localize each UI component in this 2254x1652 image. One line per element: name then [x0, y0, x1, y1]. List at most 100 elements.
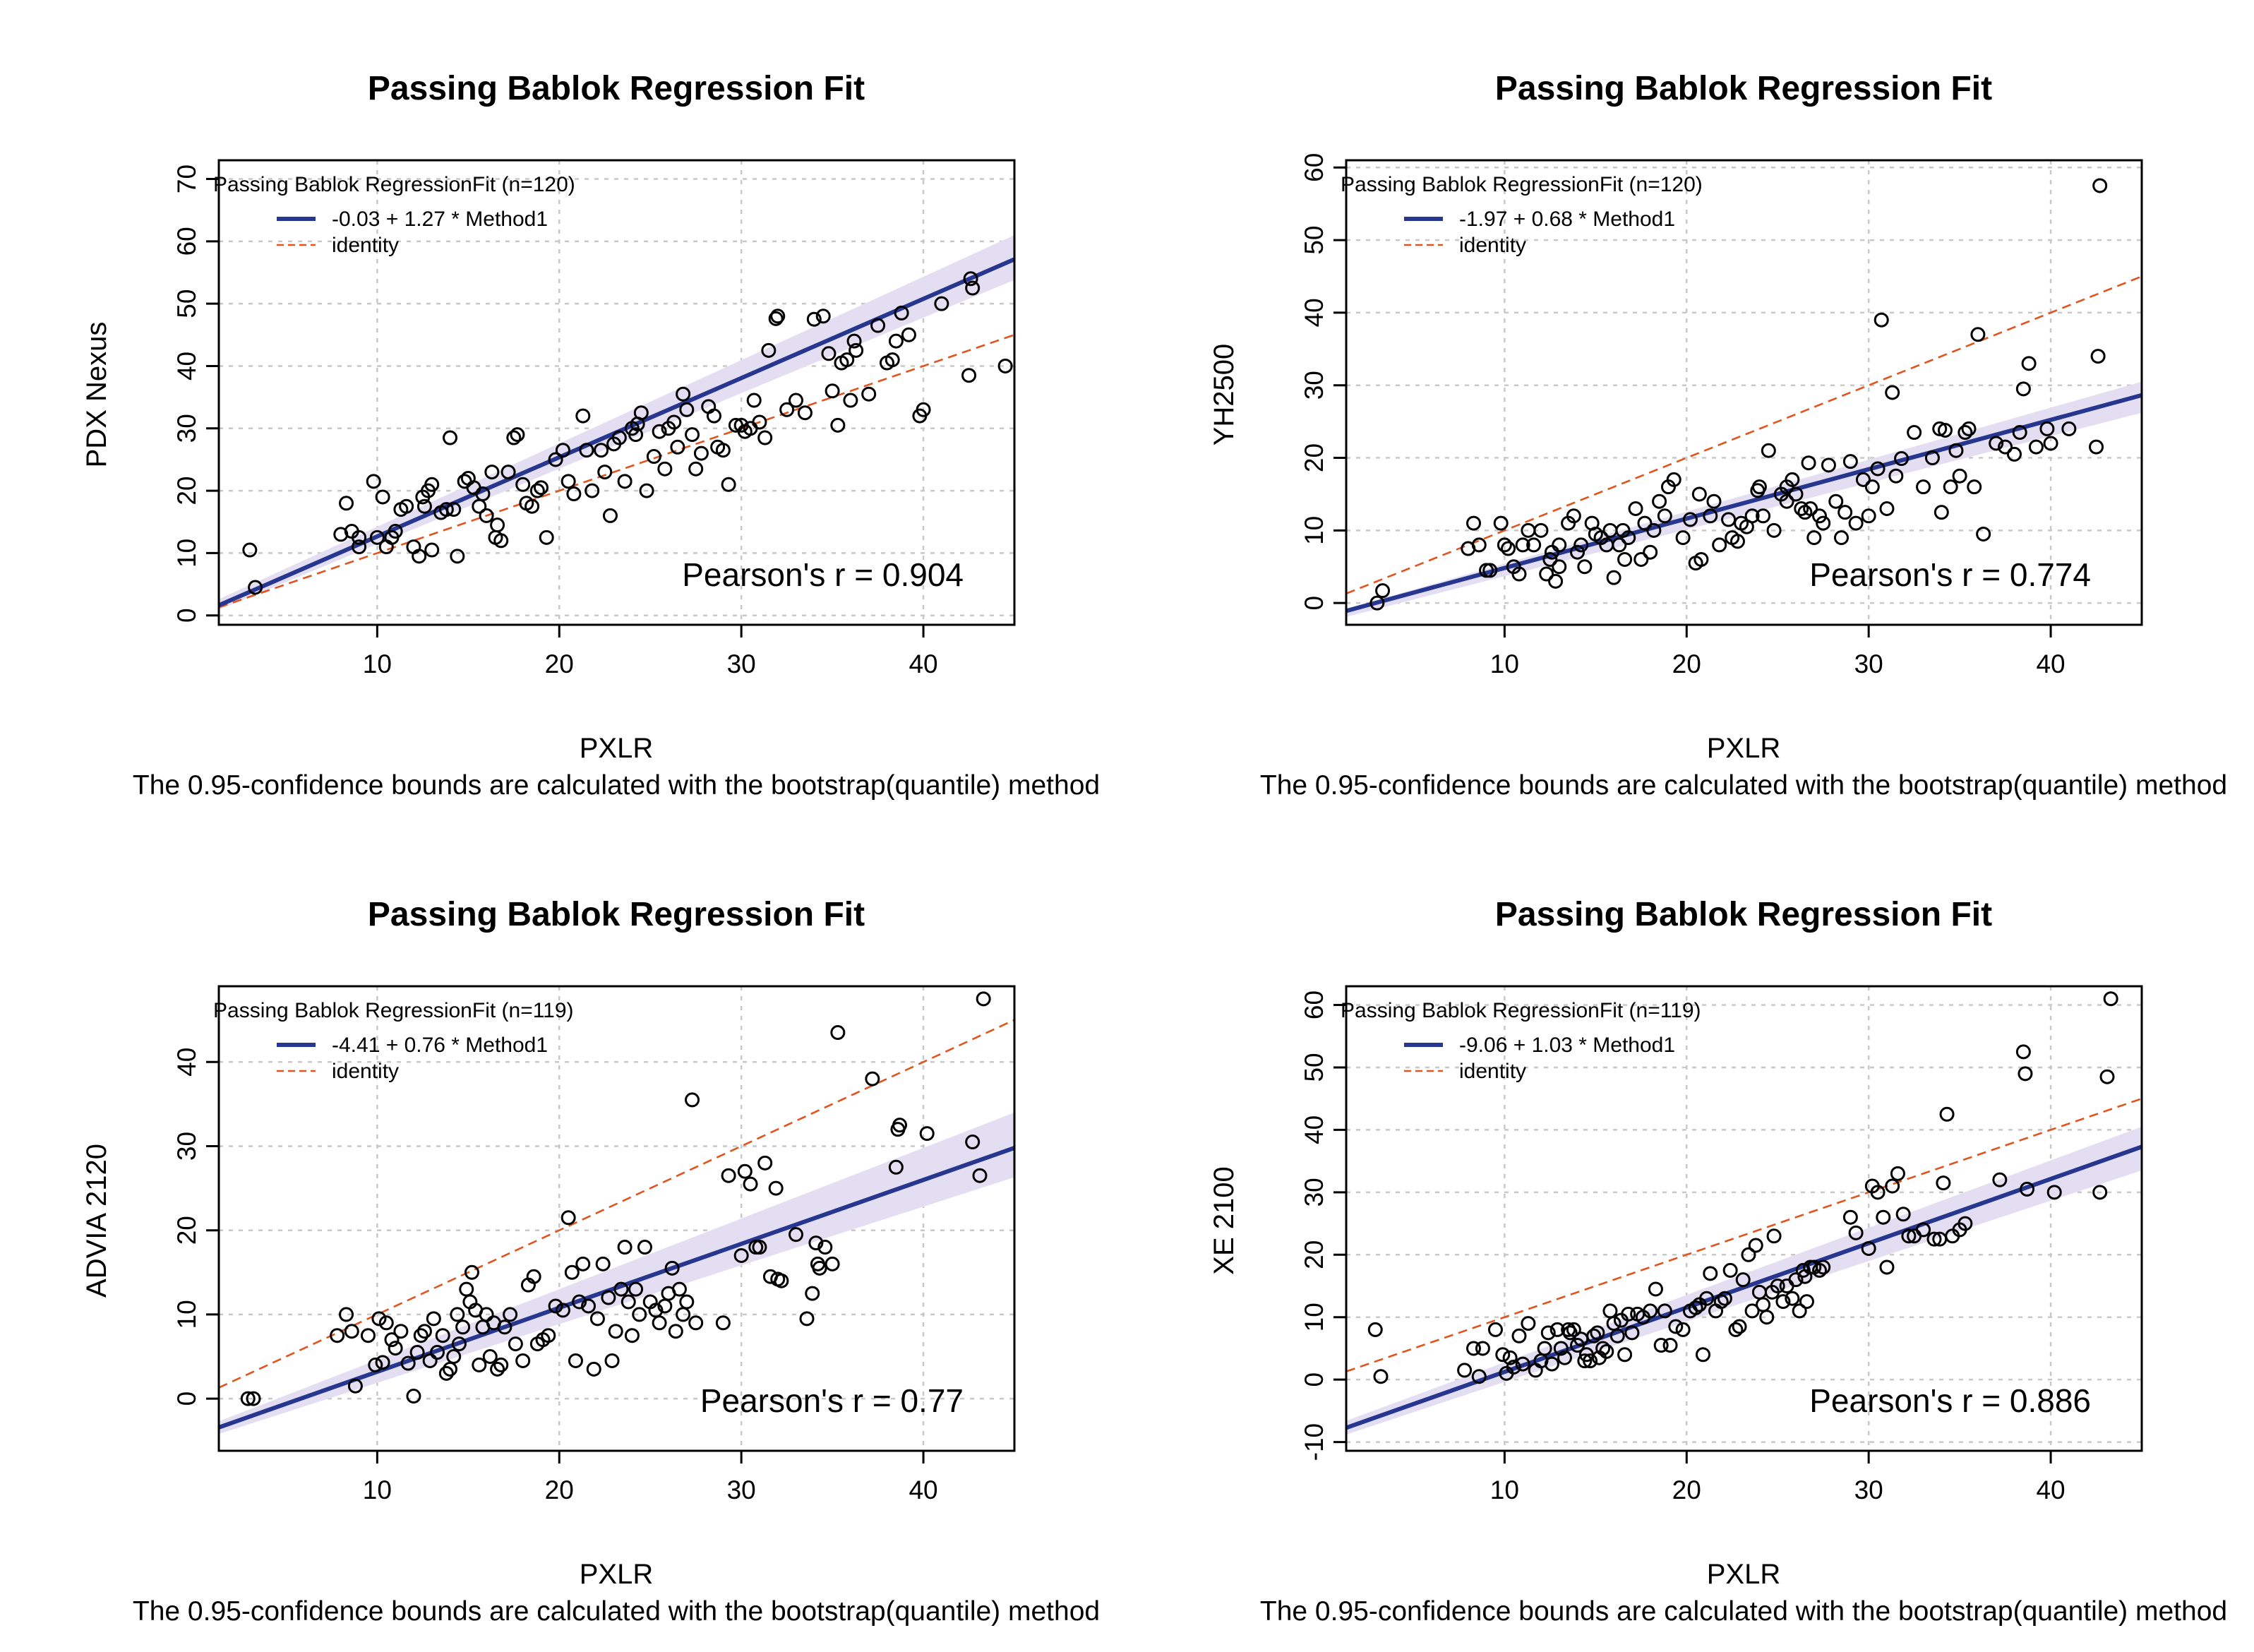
- data-point: [1521, 1316, 1536, 1331]
- data-point: [679, 402, 695, 417]
- data-point: [490, 517, 505, 533]
- data-point: [1970, 327, 1986, 342]
- x-tick-label: 20: [1672, 1476, 1701, 1504]
- data-point: [1695, 1347, 1710, 1363]
- data-point: [916, 402, 931, 417]
- data-point: [585, 483, 600, 498]
- data-point: [1895, 1207, 1911, 1222]
- identity-line: [1346, 1097, 2142, 1372]
- x-tick-label: 40: [909, 1476, 937, 1504]
- y-tick-label: 40: [1300, 298, 1329, 327]
- data-point: [248, 580, 263, 595]
- x-tick-label: 30: [1854, 1476, 1883, 1504]
- data-point: [621, 1294, 636, 1310]
- y-tick-label: 60: [172, 227, 201, 256]
- data-point: [2089, 439, 2104, 455]
- y-tick-label: 0: [172, 1391, 201, 1406]
- data-point: [1748, 1238, 1763, 1253]
- data-point: [1471, 537, 1487, 553]
- data-point: [666, 414, 682, 430]
- data-point: [664, 1260, 680, 1276]
- data-point: [1967, 479, 1982, 495]
- data-point: [1526, 537, 1542, 553]
- data-point: [1606, 570, 1621, 585]
- x-tick-label: 10: [1490, 650, 1519, 678]
- data-point: [1609, 1328, 1625, 1343]
- data-point: [752, 414, 767, 430]
- axes: 10 20 30 40 0 10 20 30 40 50 60: [1300, 153, 2066, 678]
- data-point: [399, 498, 414, 514]
- data-point: [451, 1336, 467, 1352]
- y-tick-label: 60: [1300, 153, 1329, 182]
- plot-area: 10 20 30 40 -10 0 10 20 30 40 50 60 Passing Bablok R…: [1300, 985, 2143, 1504]
- y-tick-label: 30: [1300, 371, 1329, 400]
- data-point: [2015, 1044, 2031, 1060]
- data-point: [888, 333, 904, 349]
- data-point: [1998, 439, 2013, 455]
- data-point: [861, 386, 877, 402]
- data-point: [1888, 468, 1904, 484]
- data-point: [429, 1345, 445, 1360]
- x-axis-label: PXLR: [580, 1559, 654, 1590]
- chart-title: Passing Bablok Regression Fit: [1495, 896, 1992, 933]
- data-point: [715, 443, 731, 458]
- x-tick-label: 20: [545, 650, 574, 678]
- data-point: [806, 311, 822, 327]
- data-point: [972, 1168, 988, 1183]
- pearson-annotation: Pearson's r = 0.77: [700, 1382, 964, 1419]
- data-point: [746, 393, 762, 408]
- y-tick-label: 20: [172, 477, 201, 505]
- data-point: [472, 1357, 487, 1372]
- data-point: [1703, 508, 1718, 524]
- data-point: [1728, 1322, 1744, 1337]
- data-point: [1612, 537, 1627, 553]
- data-point: [1792, 1303, 1807, 1319]
- data-point: [1901, 1228, 1917, 1244]
- data-point: [1583, 1353, 1598, 1369]
- y-tick-label: 30: [172, 1132, 201, 1161]
- axes: 10 20 30 40 0 10 20 30 40: [172, 1048, 938, 1504]
- data-point: [1775, 1294, 1791, 1310]
- data-point: [1646, 522, 1662, 538]
- data-point: [1961, 421, 1977, 436]
- data-point: [1989, 436, 2004, 451]
- y-tick-label: 10: [1300, 516, 1329, 545]
- legend-entry-label: identity: [332, 234, 399, 257]
- data-point: [825, 1256, 840, 1271]
- data-point: [413, 1328, 428, 1343]
- data-point: [810, 1256, 825, 1271]
- data-point: [2018, 1066, 2033, 1082]
- plot-content: [219, 234, 1014, 610]
- data-point: [1750, 483, 1766, 498]
- data-point: [721, 477, 736, 492]
- data-point: [2020, 1181, 2035, 1197]
- data-point: [1694, 551, 1709, 567]
- data-point: [1552, 537, 1567, 553]
- y-tick-label: 60: [1300, 990, 1329, 1019]
- data-point: [1643, 544, 1658, 560]
- data-point: [1471, 1369, 1487, 1384]
- data-point: [539, 529, 554, 545]
- data-point: [1539, 566, 1554, 582]
- data-point: [839, 352, 855, 368]
- data-point: [575, 408, 591, 424]
- data-point: [1573, 537, 1589, 553]
- data-points: [1369, 178, 2108, 611]
- x-axis-label: PXLR: [1707, 1559, 1781, 1590]
- data-point: [1566, 1322, 1581, 1337]
- x-tick-label: 10: [363, 1476, 392, 1504]
- data-point: [560, 474, 576, 489]
- data-point: [1493, 515, 1509, 531]
- y-tick-label: 20: [1300, 1240, 1329, 1269]
- data-point: [450, 549, 465, 564]
- data-point: [1932, 421, 1948, 436]
- data-point: [693, 445, 709, 461]
- x-tick-label: 20: [1672, 650, 1701, 678]
- data-point: [1870, 1185, 1886, 1200]
- chart-panel-yh2500: Passing Bablok Regression Fit 10 20 30 4001…: [1209, 70, 2227, 801]
- data-point: [688, 1315, 704, 1331]
- plot-content: [1346, 178, 2142, 617]
- data-point: [1643, 1303, 1658, 1319]
- data-point: [1515, 1356, 1530, 1372]
